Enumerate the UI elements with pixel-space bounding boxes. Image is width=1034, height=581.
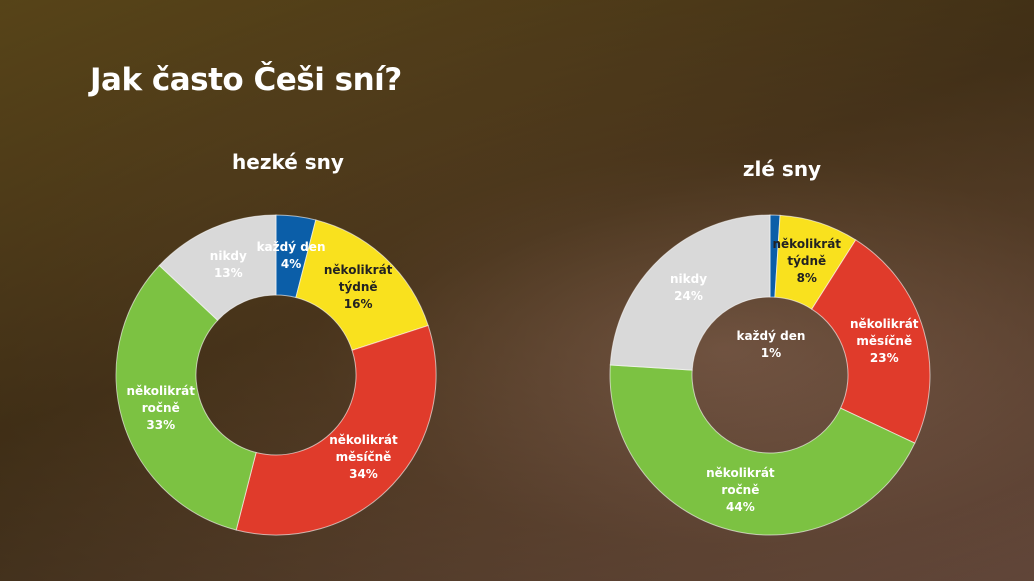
slice-value-label: 8% (796, 271, 817, 286)
page-title: Jak často Češi sní? (90, 62, 402, 98)
slice-label: několikrát měsíčně 34% (315, 432, 411, 483)
slice-label: každý den 4% (243, 239, 339, 273)
donut-slice (811, 239, 931, 444)
slice-value-label: 13% (213, 265, 243, 280)
chart-title: hezké sny (232, 150, 344, 174)
donut-slice (115, 264, 257, 531)
slice-category: nikdy (670, 272, 708, 287)
slice-label: několikrát ročně 44% (692, 465, 788, 516)
slice-value-label: 23% (869, 351, 899, 366)
slice-label: každý den 1% (723, 328, 819, 362)
slice-value-label: 1% (760, 346, 782, 360)
slice-label: několikrát měsíčně 23% (836, 316, 932, 367)
slice-category: několikrát týdně (323, 263, 393, 295)
slice-category: každý den (736, 329, 806, 343)
slice-value-label: 34% (349, 466, 378, 481)
slice-category: několikrát týdně (772, 237, 842, 269)
slice-value-label: 33% (146, 417, 176, 432)
donut-slice (235, 324, 437, 536)
slice-value-label: 24% (674, 289, 703, 304)
slice-category: několikrát ročně (126, 383, 196, 415)
chart-title: zlé sny (742, 157, 822, 181)
slice-category: každý den (256, 239, 326, 254)
slice-value-label: 44% (726, 499, 755, 514)
donut-slice (295, 219, 429, 351)
donut-slice (158, 214, 277, 321)
slice-category: několikrát měsíčně (329, 432, 398, 464)
slice-label: několikrát ročně 33% (113, 383, 209, 434)
slice-category: několikrát měsíčně (849, 317, 919, 349)
slice-label: několikrát týdně 16% (310, 262, 406, 313)
slice-category: nikdy (209, 248, 247, 263)
slice-label: nikdy 24% (641, 271, 737, 305)
donut-slice (609, 214, 771, 371)
slice-category: několikrát ročně (706, 465, 775, 497)
donut-slice (609, 364, 916, 536)
slice-value-label: 16% (343, 297, 373, 312)
slice-label: nikdy 13% (180, 248, 276, 282)
slice-label: několikrát týdně 8% (759, 236, 855, 287)
slice-value-label: 4% (280, 256, 302, 271)
